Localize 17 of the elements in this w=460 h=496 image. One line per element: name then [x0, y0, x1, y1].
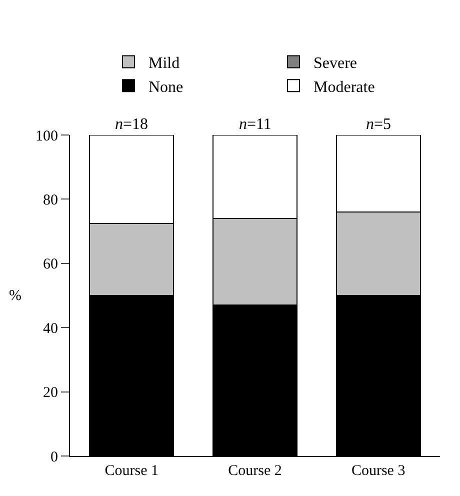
x-tick-label: Course 2 [228, 463, 282, 479]
x-tick-label: Course 1 [104, 463, 159, 479]
y-tick-label: 0 [50, 449, 58, 466]
x-tick-label: Course 3 [351, 463, 406, 479]
legend-label: None [148, 78, 184, 96]
legend-label: Moderate [314, 78, 375, 96]
annotation: n=11 [239, 116, 272, 133]
y-axis-title: % [9, 288, 22, 304]
y-tick-label: 100 [36, 128, 58, 144]
annotation: n=5 [366, 116, 392, 133]
y-tick-label: 20 [43, 385, 58, 402]
y-tick-label: 60 [43, 256, 58, 273]
legend-label: Mild [148, 55, 180, 72]
annotation: n=18 [115, 116, 148, 133]
y-tick-label: 80 [43, 192, 58, 208]
y-tick-label: 40 [43, 320, 58, 337]
legend-label: Severe [314, 55, 358, 72]
